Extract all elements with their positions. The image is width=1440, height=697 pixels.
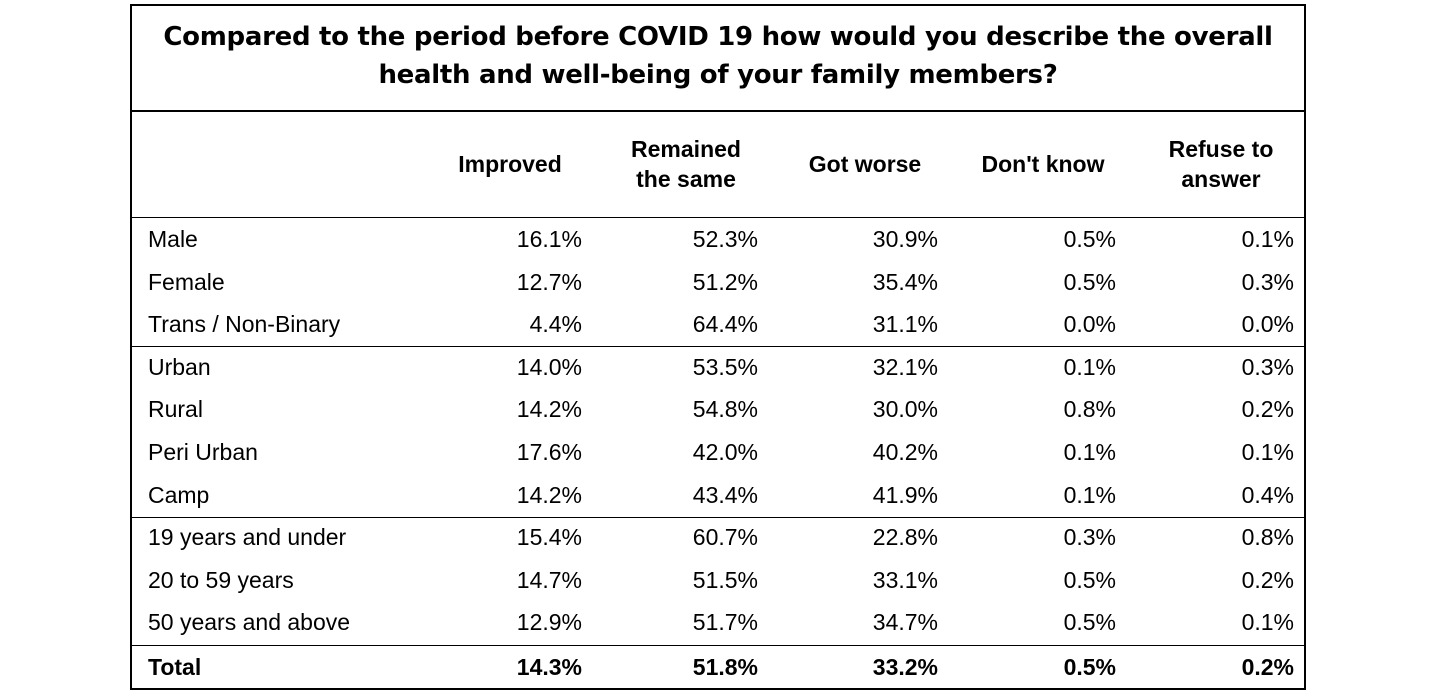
cell-don-t-know: 0.5% <box>1063 654 1116 680</box>
cell-don-t-know: 0.1% <box>1063 481 1116 508</box>
cell-got-worse: 35.4% <box>872 268 938 295</box>
cell-improved: 16.1% <box>516 226 582 252</box>
column-header-improved: Improved <box>458 151 562 177</box>
cell-refuse-to-answer: 0.1% <box>1241 609 1294 636</box>
cell-got-worse: 33.1% <box>872 566 938 593</box>
cell-got-worse: 30.0% <box>872 396 938 423</box>
cell-don-t-know: 0.5% <box>1063 566 1116 593</box>
cell-got-worse: 40.2% <box>872 439 938 465</box>
cell-improved: 14.2% <box>516 481 582 508</box>
row-label-peri-urban: Peri Urban <box>148 439 258 465</box>
table-row: 20 to 59 years 14.7% 51.5% 33.1% 0.5% 0.2% <box>132 559 1304 601</box>
cell-don-t-know: 0.8% <box>1063 396 1116 423</box>
table-row: 50 years and above 12.9% 51.7% 34.7% 0.5% 0.1… <box>132 601 1304 643</box>
row-label-20-to-59-years: 20 to 59 years <box>148 566 294 593</box>
cell-remained-the-same: 54.8% <box>692 396 758 423</box>
cell-improved: 12.7% <box>516 268 582 295</box>
column-header-refuse-to-answer: Refuse to answer <box>1168 136 1274 192</box>
cell-got-worse: 30.9% <box>872 226 938 252</box>
cell-refuse-to-answer: 0.1% <box>1241 439 1294 465</box>
group-divider <box>132 644 1304 646</box>
table-row: Female 12.7% 51.2% 35.4% 0.5% 0.3% <box>132 261 1304 303</box>
column-header-row: Improved Remained the same Got worse Don… <box>132 112 1304 218</box>
survey-table: Compared to the period before COVID 19 h… <box>130 4 1306 690</box>
row-label-male: Male <box>148 226 198 252</box>
cell-remained-the-same: 53.5% <box>692 353 758 380</box>
cell-got-worse: 41.9% <box>872 481 938 508</box>
cell-improved: 4.4% <box>529 311 582 338</box>
cell-remained-the-same: 51.7% <box>692 609 758 636</box>
table-row: Rural 14.2% 54.8% 30.0% 0.8% 0.2% <box>132 388 1304 430</box>
cell-got-worse: 32.1% <box>872 353 938 380</box>
table-row: Peri Urban 17.6% 42.0% 40.2% 0.1% 0.1% <box>132 431 1304 473</box>
cell-remained-the-same: 64.4% <box>692 311 758 338</box>
cell-refuse-to-answer: 0.8% <box>1241 524 1294 551</box>
total-row: Total 14.3% 51.8% 33.2% 0.5% 0.2% <box>132 646 1304 688</box>
cell-remained-the-same: 52.3% <box>692 226 758 252</box>
column-header-remained-the-same: Remained the same <box>631 136 741 192</box>
cell-don-t-know: 0.1% <box>1063 353 1116 380</box>
row-label-female: Female <box>148 268 225 295</box>
cell-remained-the-same: 51.8% <box>692 654 758 680</box>
cell-improved: 17.6% <box>516 439 582 465</box>
cell-remained-the-same: 60.7% <box>692 524 758 551</box>
cell-refuse-to-answer: 0.3% <box>1241 268 1294 295</box>
row-label-camp: Camp <box>148 481 210 508</box>
cell-remained-the-same: 51.5% <box>692 566 758 593</box>
group-divider <box>132 346 1304 348</box>
cell-refuse-to-answer: 0.2% <box>1241 396 1294 423</box>
cell-refuse-to-answer: 0.2% <box>1241 566 1294 593</box>
cell-improved: 12.9% <box>516 609 582 636</box>
cell-refuse-to-answer: 0.4% <box>1241 481 1294 508</box>
cell-improved: 14.0% <box>516 353 582 380</box>
cell-remained-the-same: 42.0% <box>692 439 758 465</box>
cell-don-t-know: 0.5% <box>1063 226 1116 252</box>
column-header-got-worse: Got worse <box>808 151 922 177</box>
cell-don-t-know: 0.1% <box>1063 439 1116 465</box>
cell-refuse-to-answer: 0.1% <box>1241 226 1294 252</box>
row-label-50-years-and-above: 50 years and above <box>148 609 351 636</box>
row-label-trans-non-binary: Trans / Non-Binary <box>148 311 341 338</box>
table-row: Urban 14.0% 53.5% 32.1% 0.1% 0.3% <box>132 346 1304 388</box>
cell-improved: 14.2% <box>516 396 582 423</box>
row-label-total: Total <box>148 654 202 680</box>
cell-refuse-to-answer: 0.0% <box>1241 311 1294 338</box>
table-title-cell: Compared to the period before COVID 19 h… <box>132 6 1304 112</box>
cell-don-t-know: 0.3% <box>1063 524 1116 551</box>
group-divider <box>132 516 1304 518</box>
table-title: Compared to the period before COVID 19 h… <box>163 22 1273 90</box>
cell-don-t-know: 0.5% <box>1063 609 1116 636</box>
cell-got-worse: 22.8% <box>872 524 938 551</box>
row-label-rural: Rural <box>148 396 203 423</box>
cell-improved: 14.3% <box>516 654 582 680</box>
row-label-19-years-and-under: 19 years and under <box>148 524 347 551</box>
table-row: Camp 14.2% 43.4% 41.9% 0.1% 0.4% <box>132 474 1304 516</box>
cell-improved: 15.4% <box>516 524 582 551</box>
cell-remained-the-same: 43.4% <box>692 481 758 508</box>
cell-got-worse: 33.2% <box>872 654 938 680</box>
cell-don-t-know: 0.5% <box>1063 268 1116 295</box>
table-row: Male 16.1% 52.3% 30.9% 0.5% 0.1% <box>132 218 1304 260</box>
table-row: 19 years and under 15.4% 60.7% 22.8% 0.3% 0.8… <box>132 516 1304 558</box>
cell-improved: 14.7% <box>516 566 582 593</box>
cell-don-t-know: 0.0% <box>1063 311 1116 338</box>
table-row: Trans / Non-Binary 4.4% 64.4% 31.1% 0.0% 0.0% <box>132 303 1304 345</box>
cell-refuse-to-answer: 0.2% <box>1241 654 1294 680</box>
cell-refuse-to-answer: 0.3% <box>1241 353 1294 380</box>
cell-got-worse: 31.1% <box>872 311 938 338</box>
cell-got-worse: 34.7% <box>872 609 938 636</box>
cell-remained-the-same: 51.2% <box>692 268 758 295</box>
column-header-dont-know: Don't know <box>981 151 1105 177</box>
row-label-urban: Urban <box>148 353 211 380</box>
